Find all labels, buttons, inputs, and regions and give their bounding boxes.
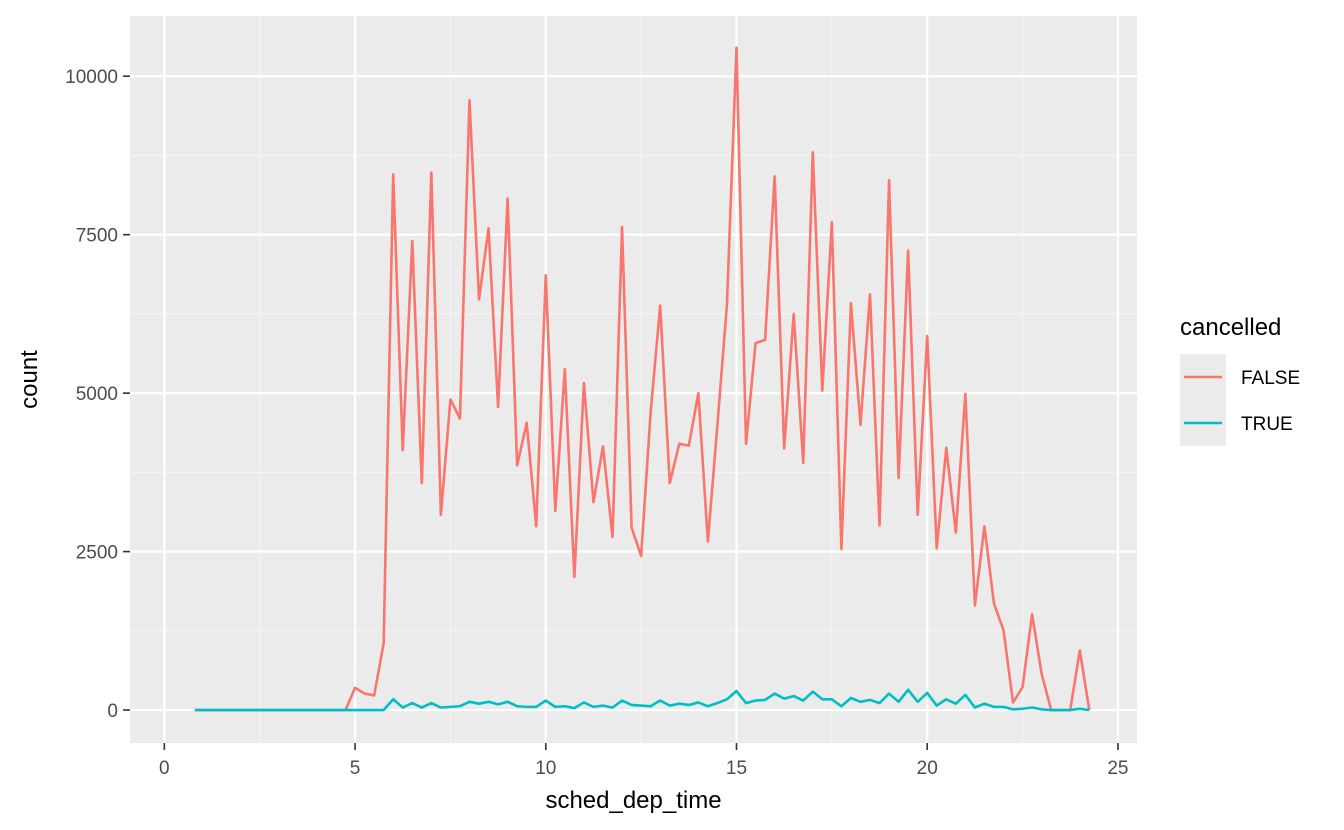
y-axis-title: count	[16, 350, 43, 409]
legend-title: cancelled	[1180, 314, 1281, 341]
x-tick-label: 25	[1107, 758, 1128, 779]
legend-label-true: TRUE	[1241, 414, 1293, 435]
legend: cancelled FALSE TRUE	[1180, 314, 1300, 446]
series-lines	[194, 46, 1091, 712]
plot-panel	[130, 16, 1137, 743]
x-tick-label: 15	[726, 758, 747, 779]
y-axis: 0 2500 5000 7500 10000	[65, 67, 130, 722]
x-axis: 0 5 10 15 20 25	[159, 743, 1128, 779]
series-line-true	[194, 688, 1090, 712]
y-tick-label: 10000	[65, 67, 118, 88]
legend-label-false: FALSE	[1241, 368, 1300, 389]
x-tick-label: 20	[917, 758, 938, 779]
x-tick-label: 10	[535, 758, 556, 779]
x-tick-label: 0	[159, 758, 170, 779]
y-tick-label: 5000	[76, 384, 118, 405]
y-tick-label: 7500	[76, 226, 118, 247]
y-tick-label: 2500	[76, 543, 118, 564]
x-tick-label: 5	[350, 758, 361, 779]
x-axis-title: sched_dep_time	[545, 787, 721, 814]
y-tick-label: 0	[107, 701, 118, 722]
